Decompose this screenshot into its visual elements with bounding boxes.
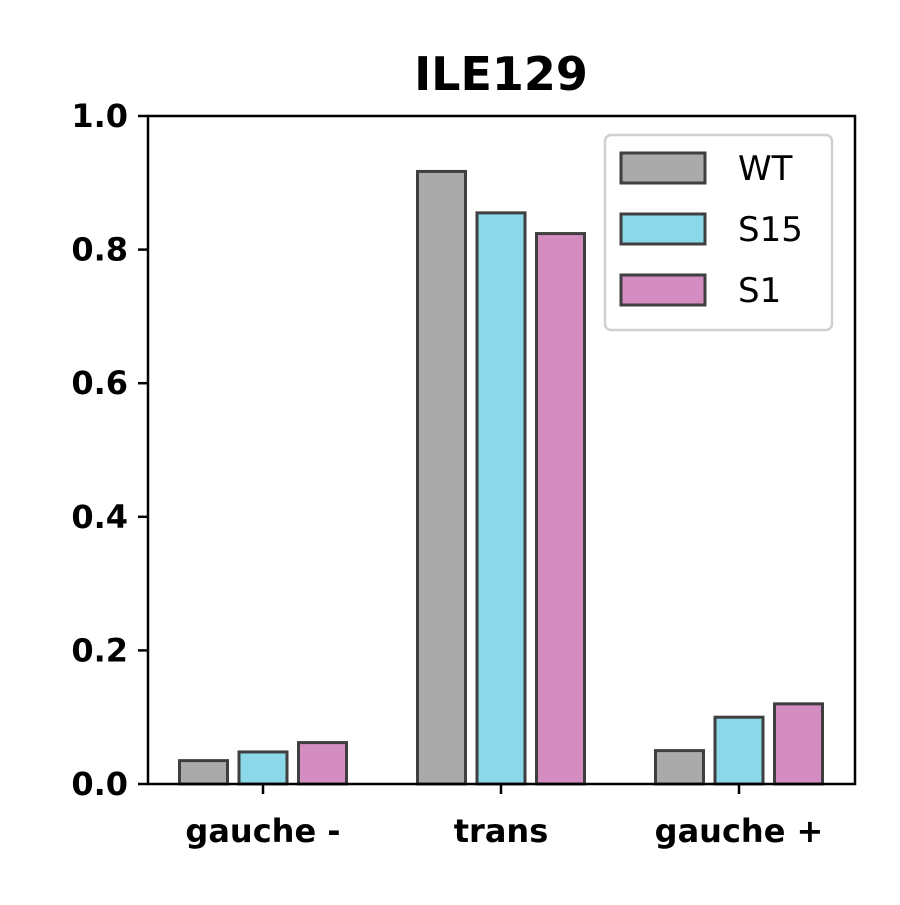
axes-layer: 0.0 0.2 0.4 0.6 0.8 1.0 gauche - trans gauche +: [71, 97, 857, 850]
bar-wt-2: [416, 169, 467, 786]
legend-label-s1: S1: [738, 271, 781, 311]
y-tick-label: 0.6: [71, 364, 128, 402]
y-tick-label: 0.2: [71, 631, 128, 669]
bar-s15-1: [237, 750, 289, 786]
legend-label-wt: WT: [738, 149, 793, 189]
y-tick-label: 0.8: [71, 231, 128, 269]
y-tick-label: 0.0: [71, 765, 128, 803]
bar-wt-1: [178, 759, 229, 786]
x-tick-label: gauche +: [655, 812, 824, 850]
bar-s1-1: [297, 741, 348, 786]
legend-swatch-s15: [619, 212, 707, 246]
x-tick-label: gauche -: [185, 812, 340, 850]
legend-label-s15: S15: [738, 210, 803, 250]
chart-title: ILE129: [414, 47, 588, 101]
x-tick-label: trans: [454, 812, 549, 850]
y-tick-label: 0.4: [71, 498, 128, 536]
y-tick-label: 1.0: [71, 97, 128, 135]
legend: WT S15 S1: [603, 133, 834, 332]
bar-wt-3: [654, 749, 705, 786]
legend-swatch-wt: [619, 151, 707, 185]
bar-s1-3: [773, 702, 824, 786]
bar-s1-2: [535, 232, 586, 786]
bar-s15-2: [475, 211, 527, 786]
bars-layer: [178, 169, 824, 786]
bar-s15-3: [713, 715, 765, 786]
legend-swatch-s1: [619, 273, 707, 307]
